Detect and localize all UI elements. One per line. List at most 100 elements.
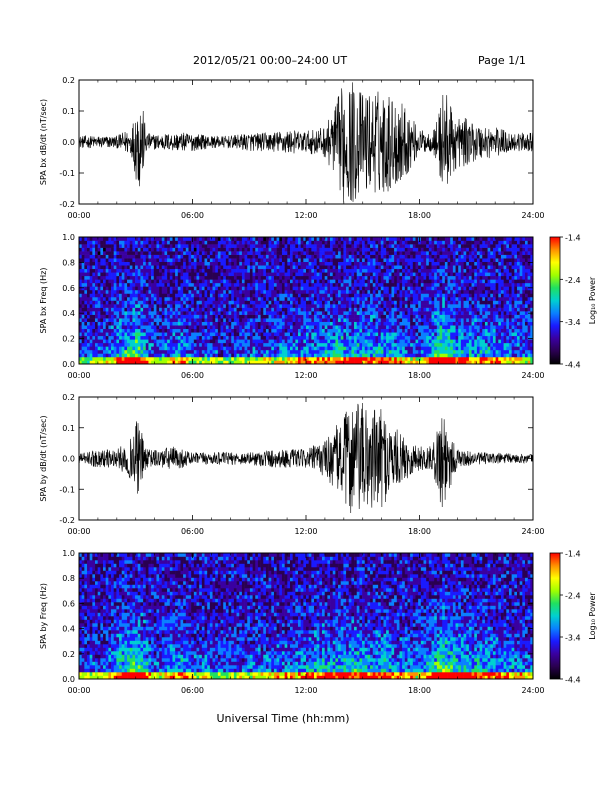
spectrogram-cell xyxy=(378,279,382,284)
spectrogram-cell xyxy=(330,286,334,291)
spectrogram-cell xyxy=(378,247,382,252)
spectrogram-cell xyxy=(391,282,395,287)
spectrogram-cell xyxy=(247,356,251,361)
spectrogram-cell xyxy=(295,254,299,259)
spectrogram-cell xyxy=(279,339,283,344)
spectrogram-cell xyxy=(375,335,379,340)
spectrogram-cell xyxy=(319,328,323,333)
spectrogram-cell xyxy=(292,293,296,298)
spectrogram-cell xyxy=(284,244,288,248)
spectrogram-cell xyxy=(415,346,419,351)
bx-dbdt-panel: 00:00 06:00 12:00 18:00 24:00-0.2-0.10.00.10… xyxy=(39,76,545,220)
spectrogram-cell xyxy=(324,325,328,330)
spectrogram-cell xyxy=(121,349,125,354)
spectrogram-cell xyxy=(260,244,264,248)
spectrogram-cell xyxy=(119,286,123,291)
spectrogram-cell xyxy=(370,254,374,259)
spectrogram-cell xyxy=(193,293,197,298)
spectrogram-cell xyxy=(284,321,288,326)
spectrogram-cell xyxy=(111,332,115,337)
spectrogram-cell xyxy=(354,356,358,361)
spectrogram-cell xyxy=(289,268,293,273)
spectrogram-cell xyxy=(356,311,360,315)
spectrogram-cell xyxy=(140,279,144,284)
spectrogram-cell xyxy=(188,311,192,315)
spectrogram-cell xyxy=(399,346,403,351)
spectrogram-cell xyxy=(231,272,235,277)
spectrogram-cell xyxy=(412,314,416,319)
spectrogram-cell xyxy=(303,265,307,270)
spectrogram-cell xyxy=(273,328,277,333)
spectrogram-cell xyxy=(372,289,376,294)
spectrogram-cell xyxy=(105,275,109,280)
spectrogram-cell xyxy=(284,342,288,347)
spectrogram-cell xyxy=(241,265,245,270)
spectrogram-cell xyxy=(199,275,203,280)
spectrogram-cell xyxy=(335,328,339,333)
spectrogram-cell xyxy=(426,342,430,347)
spectrogram-cell xyxy=(180,261,184,266)
spectrogram-cell xyxy=(308,261,312,266)
spectrogram-cell xyxy=(330,349,334,354)
spectrogram-cell xyxy=(172,282,176,287)
spectrogram-cell xyxy=(396,254,400,259)
spectrogram-cell xyxy=(431,342,435,347)
spectrogram-cell xyxy=(375,254,379,259)
spectrogram-cell xyxy=(265,314,269,319)
spectrogram-cell xyxy=(439,356,443,361)
spectrogram-cell xyxy=(228,328,232,333)
spectrogram-cell xyxy=(322,335,325,340)
spectrogram-cell xyxy=(311,356,315,361)
spectrogram-cell xyxy=(415,300,419,305)
spectrogram-cell xyxy=(247,318,251,322)
spectrogram-cell xyxy=(81,275,85,280)
spectrogram-cell xyxy=(412,328,416,333)
spectrogram-cell xyxy=(386,279,390,284)
spectrogram-cell xyxy=(220,349,224,354)
spectrogram-cell xyxy=(244,282,248,287)
spectrogram-cell xyxy=(431,240,435,245)
spectrogram-cell xyxy=(185,304,189,308)
spectrogram-cell xyxy=(423,254,427,259)
spectrogram-cell xyxy=(188,360,192,365)
spectrogram-cell xyxy=(436,342,440,347)
spectrogram-cell xyxy=(135,318,139,322)
spectrogram-cell xyxy=(391,353,395,358)
spectrogram-cell xyxy=(247,328,251,333)
spectrogram-cell xyxy=(289,244,293,248)
spectrogram-cell xyxy=(137,282,141,287)
spectrogram-cell xyxy=(346,251,350,255)
spectrogram-cell xyxy=(111,275,115,280)
spectrogram-cell xyxy=(439,272,443,277)
spectrogram-cell xyxy=(183,275,187,280)
spectrogram-cell xyxy=(135,244,139,248)
spectrogram-cell xyxy=(201,321,205,326)
spectrogram-cell xyxy=(167,300,171,305)
spectrogram-cell xyxy=(295,356,299,361)
spectrogram-cell xyxy=(375,325,379,330)
spectrogram-cell xyxy=(175,293,179,298)
spectrogram-cell xyxy=(260,300,264,305)
spectrogram-cell xyxy=(113,265,117,270)
spectrogram-cell xyxy=(231,251,235,255)
spectrogram-cell xyxy=(209,251,213,255)
spectrogram-cell xyxy=(220,289,224,294)
spectrogram-cell xyxy=(185,339,189,344)
spectrogram-cell xyxy=(372,325,376,330)
spectrogram-cell xyxy=(172,328,176,333)
spectrogram-cell xyxy=(394,254,398,259)
spectrogram-cell xyxy=(284,300,288,305)
spectrogram-cell xyxy=(225,325,229,330)
spectrogram-cell xyxy=(364,286,368,291)
spectrogram-cell xyxy=(97,335,101,340)
spectrogram-cell xyxy=(220,353,224,358)
spectrogram-cell xyxy=(388,258,392,262)
spectrogram-cell xyxy=(188,265,192,270)
spectrogram-cell xyxy=(388,296,392,301)
spectrogram-cell xyxy=(308,328,312,333)
spectrogram-cell xyxy=(249,251,253,255)
spectrogram-cell xyxy=(354,332,358,337)
spectrogram-cell xyxy=(233,346,237,351)
spectrogram-cell xyxy=(223,279,227,284)
spectrogram-cell xyxy=(420,247,424,252)
